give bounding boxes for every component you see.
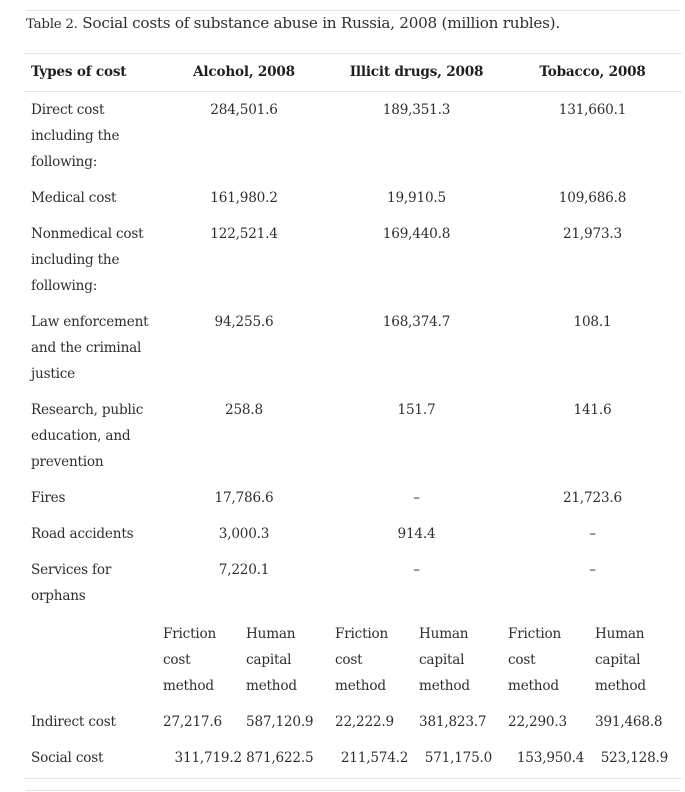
table-row: Medical cost 161,980.2 19,910.5 109,686.… — [24, 185, 682, 221]
cell-illicit-drugs: – — [413, 490, 420, 506]
cell-alcohol: 284,501.6 — [210, 102, 278, 118]
table-row: Direct cost including the following: 284… — [24, 92, 682, 186]
table-row: Research, public education, and preventi… — [24, 397, 682, 485]
caption-label: Table 2. — [26, 17, 78, 32]
row-label: Direct cost including the following: — [31, 102, 120, 170]
method-friction-tobacco: Friction cost method — [508, 626, 562, 694]
cell-alcohol: 94,255.6 — [214, 314, 274, 330]
cell-illicit-drugs: 169,440.8 — [382, 226, 451, 242]
cell-tobacco: 109,686.8 — [558, 190, 627, 206]
cell-illicit-drugs: – — [413, 562, 420, 578]
cell-illicit-drugs: 914.4 — [397, 526, 436, 542]
row-label: Social cost — [24, 745, 158, 779]
row-label: Research, public education, and preventi… — [31, 402, 144, 470]
cell-alcohol: 17,786.6 — [214, 490, 274, 506]
row-label: Law enforcement and the criminal justice — [31, 314, 149, 382]
cell-tobacco: – — [589, 562, 596, 578]
method-human-capital-drugs: Human capital method — [419, 626, 470, 694]
table-row: Services for orphans 7,220.1 – – — [24, 557, 682, 619]
cell-alcohol: 3,000.3 — [218, 526, 270, 542]
table-caption: Table 2. Social costs of substance abuse… — [26, 10, 681, 32]
cell-tobacco: 131,660.1 — [558, 102, 627, 118]
cell-tobacco: 141.6 — [573, 402, 612, 418]
method-header-row: Friction cost method Human capital metho… — [24, 619, 682, 709]
cell-tobacco: 21,973.3 — [563, 226, 622, 242]
table-row: Fires 17,786.6 – 21,723.6 — [24, 485, 682, 521]
cell-drugs-both-methods: 211,574.2 571,175.0 — [330, 745, 503, 779]
cell-alcohol-both-methods: 311,719.2 871,622.5 — [158, 745, 330, 779]
cell-illicit-drugs: 151.7 — [397, 402, 436, 418]
cell-value: 211,574.2 — [340, 750, 409, 766]
cell-alcohol: 7,220.1 — [218, 562, 270, 578]
method-friction-alcohol: Friction cost method — [163, 626, 217, 694]
row-label: Indirect cost — [31, 714, 116, 730]
method-row-spacer — [24, 619, 158, 709]
cell-value: 22,290.3 — [508, 714, 567, 730]
cell-tobacco-both-methods: 153,950.4 523,128.9 — [503, 745, 682, 779]
row-label: Medical cost — [31, 190, 117, 206]
caption-text: Social costs of substance abuse in Russi… — [77, 14, 560, 32]
cell-tobacco: – — [589, 526, 596, 542]
header-illicit-drugs: Illicit drugs, 2008 — [330, 53, 503, 92]
cell-value: 153,950.4 — [516, 750, 585, 766]
table-header-row: Types of cost Alcohol, 2008 Illicit drug… — [24, 53, 682, 92]
row-label: Road accidents — [31, 526, 134, 542]
header-tobacco: Tobacco, 2008 — [503, 53, 682, 92]
header-types-of-cost: Types of cost — [24, 53, 158, 92]
cell-value: 311,719.2 — [174, 750, 243, 766]
cell-value: 587,120.9 — [246, 714, 314, 730]
cell-value: 22,222.9 — [335, 714, 394, 730]
table-row: Road accidents 3,000.3 914.4 – — [24, 521, 682, 557]
method-human-capital-tobacco: Human capital method — [595, 626, 646, 694]
row-label: Nonmedical cost including the following: — [31, 226, 144, 294]
indirect-cost-row: Indirect cost 27,217.6 587,120.9 22,222.… — [24, 709, 682, 745]
divider — [26, 790, 681, 791]
row-label: Services for orphans — [31, 562, 112, 604]
cell-value: 571,175.0 — [424, 750, 493, 766]
cell-alcohol: 161,980.2 — [210, 190, 278, 206]
cell-value: 391,468.8 — [595, 714, 663, 730]
cell-illicit-drugs: 168,374.7 — [382, 314, 451, 330]
table-row: Nonmedical cost including the following:… — [24, 221, 682, 309]
cell-value: 381,823.7 — [419, 714, 487, 730]
cell-alcohol: 122,521.4 — [210, 226, 278, 242]
cell-tobacco: 21,723.6 — [563, 490, 622, 506]
table-row: Law enforcement and the criminal justice… — [24, 309, 682, 397]
social-cost-row: Social cost 311,719.2 871,622.5 211,574.… — [24, 745, 682, 779]
cell-illicit-drugs: 19,910.5 — [387, 190, 446, 206]
cell-alcohol: 258.8 — [225, 402, 263, 418]
cell-illicit-drugs: 189,351.3 — [382, 102, 451, 118]
method-human-capital-alcohol: Human capital method — [246, 626, 297, 694]
cell-value: 523,128.9 — [600, 750, 669, 766]
social-costs-table: Types of cost Alcohol, 2008 Illicit drug… — [24, 53, 682, 779]
cell-value: 27,217.6 — [163, 714, 222, 730]
cell-value: 871,622.5 — [246, 750, 314, 766]
header-alcohol: Alcohol, 2008 — [158, 53, 330, 92]
method-friction-drugs: Friction cost method — [335, 626, 389, 694]
cell-tobacco: 108.1 — [573, 314, 612, 330]
row-label: Fires — [31, 490, 66, 506]
